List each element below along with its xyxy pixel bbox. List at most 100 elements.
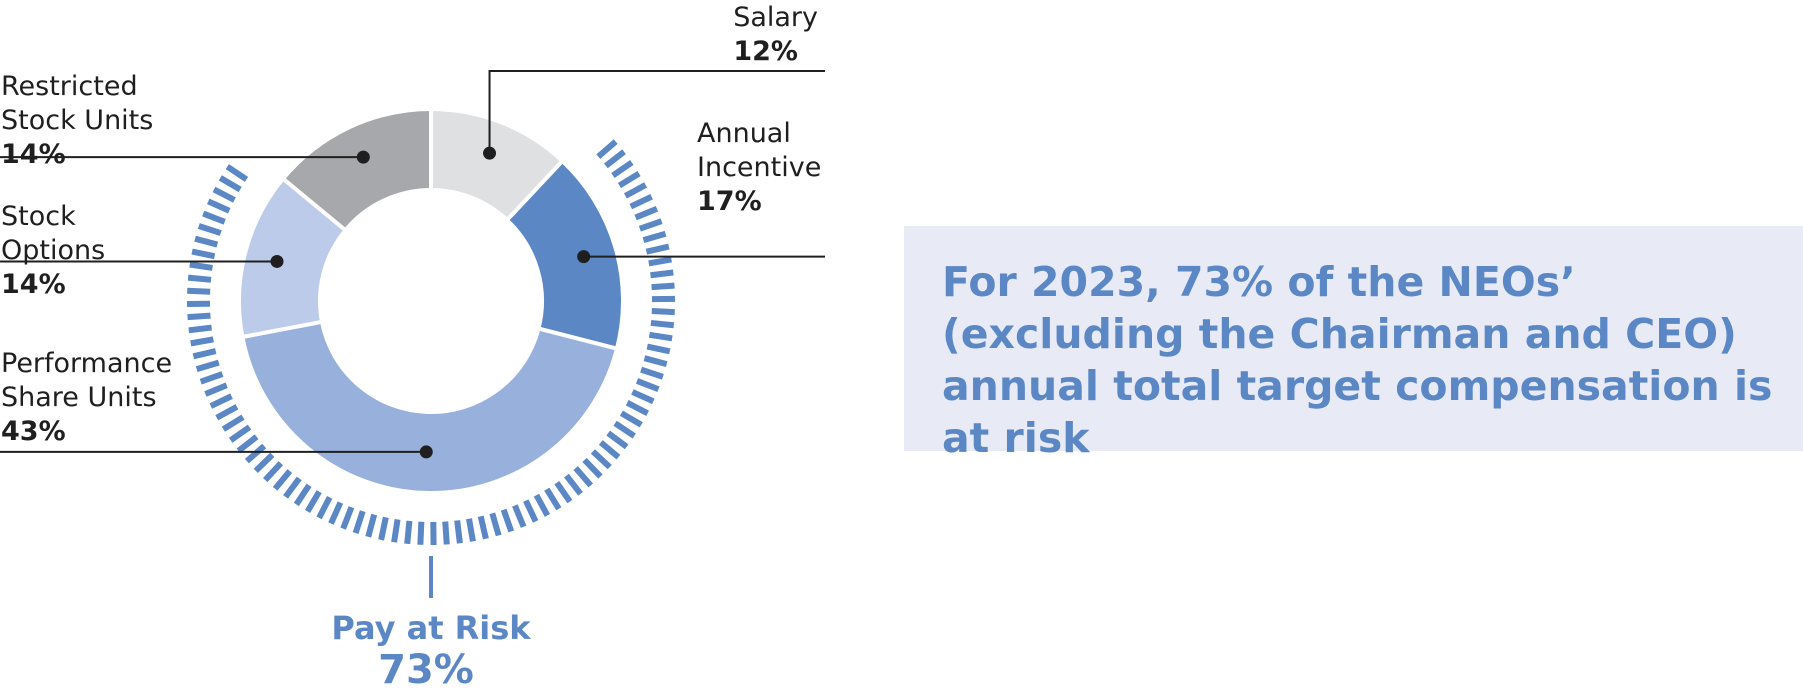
risk-tick: [617, 170, 641, 189]
risk-tick: [554, 480, 573, 504]
donut-slice: [240, 319, 620, 495]
risk-tick: [236, 434, 259, 454]
risk-tick: [606, 430, 629, 450]
at-risk-callout-text: For 2023, 73% of the NEOs’ (excluding th…: [942, 258, 1773, 462]
risk-tick: [648, 331, 673, 342]
risk-tick: [596, 139, 618, 159]
risk-tick: [187, 312, 211, 321]
risk-tick: [564, 473, 583, 496]
slice-percent: 17%: [697, 186, 762, 217]
risk-tick: [625, 400, 650, 416]
risk-tick: [640, 366, 664, 380]
slice-percent: 12%: [733, 36, 798, 67]
risk-tick: [207, 198, 231, 214]
risk-tick: [404, 520, 413, 545]
risk-tick: [215, 404, 239, 421]
risk-tick: [477, 515, 489, 540]
slice-percent: 43%: [1, 416, 66, 447]
risk-tick: [328, 501, 344, 525]
risk-tick: [623, 182, 648, 199]
slice-label: Stock: [1, 201, 76, 232]
risk-tick: [500, 508, 515, 533]
risk-tick: [209, 393, 233, 409]
at-risk-callout-box: For 2023, 73% of the NEOs’ (excluding th…: [904, 226, 1803, 462]
slice-label: Performance: [1, 348, 172, 379]
leader-line: [488, 70, 825, 154]
risk-tick: [199, 371, 224, 385]
risk-tick: [188, 324, 212, 334]
risk-tick: [619, 410, 643, 428]
risk-tick: [544, 487, 562, 511]
slice-label: Stock Units: [1, 105, 153, 136]
risk-tick: [204, 382, 228, 397]
slice-label: Annual: [697, 118, 791, 149]
risk-tick: [189, 261, 213, 271]
risk-tick: [191, 248, 216, 260]
risk-tick: [218, 175, 242, 193]
slice-percent: 14%: [1, 139, 66, 170]
risk-tick: [187, 287, 211, 295]
risk-tick: [194, 235, 219, 248]
donut-slices: [237, 106, 625, 495]
risk-tick: [629, 194, 653, 210]
risk-tick: [454, 520, 463, 544]
risk-tick: [190, 336, 214, 347]
risk-tick: [489, 512, 502, 537]
risk-tick: [283, 476, 302, 499]
risk-tick: [646, 343, 671, 355]
risk-tick: [645, 243, 670, 255]
risk-tick: [263, 461, 284, 483]
risk-tick: [635, 378, 660, 393]
risk-tick: [197, 223, 222, 236]
risk-tick: [638, 218, 663, 232]
slice-label: Restricted: [1, 71, 138, 102]
risk-tick: [195, 359, 220, 372]
risk-tick: [643, 355, 668, 368]
risk-tick: [590, 449, 612, 470]
risk-tick: [192, 348, 217, 360]
risk-tick: [598, 440, 621, 460]
risk-tick: [634, 206, 659, 221]
pay-at-risk-arc: [186, 139, 676, 546]
slice-label: Incentive: [697, 152, 821, 183]
risk-tick: [316, 496, 333, 520]
risk-tick: [466, 518, 476, 542]
risk-tick: [613, 420, 636, 439]
risk-tick: [365, 513, 378, 538]
risk-tick: [611, 159, 634, 178]
slice-label: Share Units: [1, 382, 157, 413]
donut-slice: [280, 106, 433, 234]
risk-tick: [650, 319, 675, 329]
risk-tick: [187, 274, 212, 283]
risk-tick: [573, 466, 594, 488]
risk-tick: [631, 389, 655, 405]
risk-tick: [651, 282, 675, 291]
leader-lines: [0, 70, 825, 459]
risk-tick: [352, 510, 366, 534]
risk-tick: [225, 164, 249, 182]
risk-tick: [228, 424, 252, 443]
risk-tick: [604, 149, 626, 169]
pay-at-risk-value: 73%: [378, 647, 474, 693]
slice-label: Options: [1, 235, 105, 266]
risk-tick: [253, 452, 275, 473]
risk-tick: [272, 469, 293, 491]
risk-tick: [533, 493, 551, 517]
risk-tick: [221, 414, 245, 432]
slice-label: Salary: [733, 2, 818, 33]
risk-tick: [650, 269, 674, 279]
slice-percent: 14%: [1, 269, 66, 300]
pay-at-risk-label: Pay at Risk: [331, 609, 531, 647]
risk-tick: [648, 256, 672, 267]
risk-tick: [340, 506, 355, 530]
risk-tick: [442, 521, 450, 545]
risk-tick: [651, 308, 675, 316]
risk-tick: [304, 490, 322, 513]
risk-tick: [582, 457, 603, 479]
risk-tick: [202, 210, 226, 225]
risk-tick: [378, 516, 389, 541]
risk-tick: [512, 504, 527, 528]
risk-tick: [293, 483, 312, 507]
